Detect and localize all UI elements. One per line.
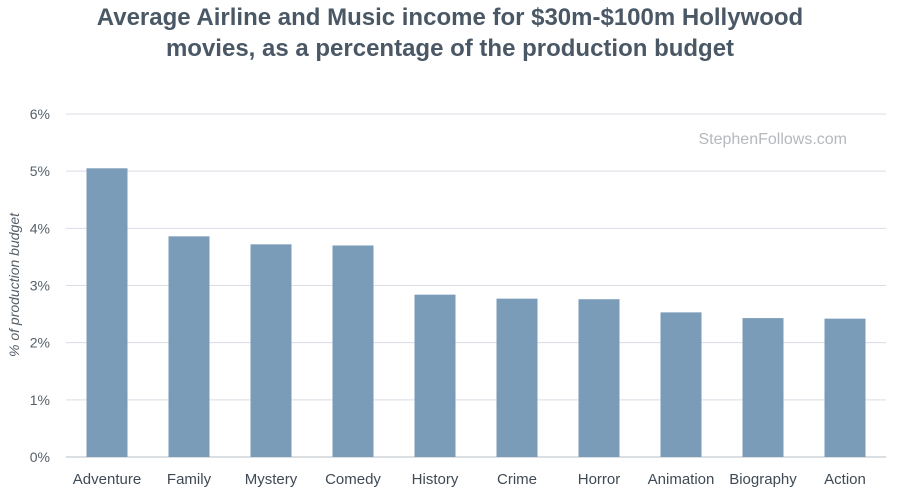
bar-history xyxy=(414,294,456,457)
x-tick-label-animation: Animation xyxy=(648,471,715,488)
y-tick-labels: 0% 1% 2% 3% 4% 5% 6% xyxy=(30,106,50,465)
y-axis-label: % of production budget xyxy=(6,212,22,357)
x-tick-label-horror: Horror xyxy=(578,471,621,488)
watermark: StephenFollows.com xyxy=(698,131,847,148)
x-tick-labels: Adventure Family Mystery Comedy History Crime… xyxy=(73,471,866,488)
x-tick-label-family: Family xyxy=(167,471,212,488)
x-tick-label-mystery: Mystery xyxy=(245,471,298,488)
y-tick-label: 2% xyxy=(30,335,50,351)
y-tick-label: 0% xyxy=(30,449,50,465)
x-tick-label-action: Action xyxy=(824,471,866,488)
chart-title-line-1: Average Airline and Music income for $30… xyxy=(96,4,804,31)
bar-family xyxy=(168,236,210,457)
y-tick-label: 6% xyxy=(30,106,50,122)
bar-comedy xyxy=(332,245,374,457)
bar-animation xyxy=(660,312,702,457)
bar-horror xyxy=(578,299,620,457)
y-tick-label: 1% xyxy=(30,392,50,408)
bar-action xyxy=(824,318,866,457)
bars xyxy=(86,168,866,457)
chart-title: Average Airline and Music income for $30… xyxy=(0,2,900,64)
bar-crime xyxy=(496,298,538,457)
x-tick-label-crime: Crime xyxy=(497,471,537,488)
x-tick-label-comedy: Comedy xyxy=(325,471,381,488)
y-tick-label: 3% xyxy=(30,278,50,294)
bar-adventure xyxy=(86,168,128,457)
x-tick-label-adventure: Adventure xyxy=(73,471,141,488)
y-tick-label: 5% xyxy=(30,163,50,179)
bar-mystery xyxy=(250,244,292,457)
y-tick-label: 4% xyxy=(30,220,50,236)
x-tick-label-history: History xyxy=(412,471,459,488)
x-tick-label-biography: Biography xyxy=(729,471,797,488)
bar-biography xyxy=(742,318,784,457)
chart-title-line-2: movies, as a percentage of the productio… xyxy=(165,35,735,62)
